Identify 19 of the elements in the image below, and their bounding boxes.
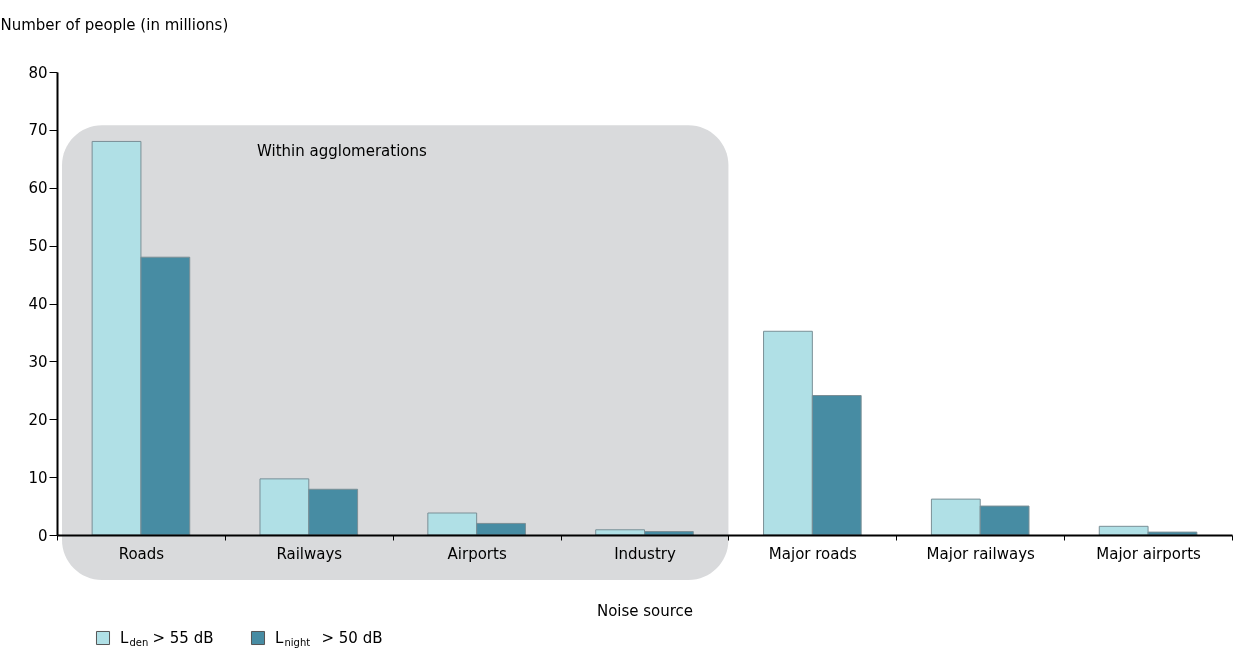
y-tick-label: 60 <box>28 179 48 198</box>
y-tick-label: 50 <box>28 237 48 256</box>
y-tick-label: 70 <box>28 121 48 140</box>
x-tick-label: Major airports <box>1096 544 1201 563</box>
y-tick-label: 20 <box>28 410 48 429</box>
x-axis-title: Noise source <box>596 601 694 620</box>
x-tick-label: Airports <box>447 544 507 563</box>
x-tick-label: Roads <box>118 544 165 563</box>
x-tick-label: Railways <box>276 544 343 563</box>
y-tick-label: 30 <box>28 352 48 371</box>
y-tick-label: 0 <box>37 526 48 545</box>
y-tick-label: 40 <box>28 295 48 313</box>
y-tick-label: 80 <box>28 63 48 82</box>
y-tick-label: 10 <box>28 468 48 487</box>
x-tick-label: Major roads <box>768 544 858 563</box>
y-axis-title: Number of people (in millions) <box>0 15 229 34</box>
x-tick-label: Major railways <box>926 544 1036 563</box>
band-label: Within agglomerations <box>257 141 428 160</box>
x-tick-label: Industry <box>614 544 676 563</box>
